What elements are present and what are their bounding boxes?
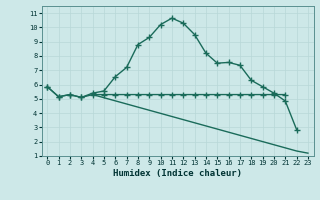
X-axis label: Humidex (Indice chaleur): Humidex (Indice chaleur) [113,169,242,178]
